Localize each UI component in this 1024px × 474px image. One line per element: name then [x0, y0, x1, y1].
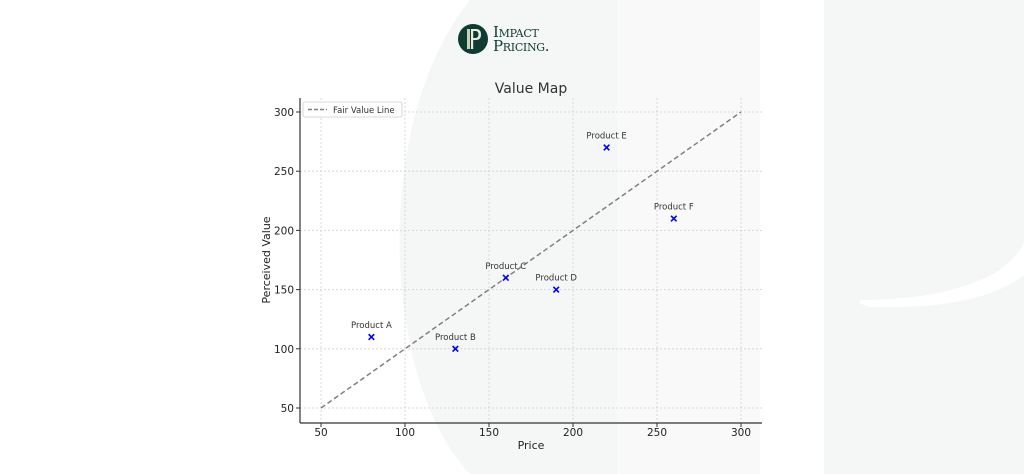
- point-label: Product D: [535, 274, 577, 284]
- legend-label: Fair Value Line: [333, 106, 395, 116]
- x-tick-label: 100: [395, 427, 415, 439]
- x-axis-label: Price: [518, 439, 545, 452]
- logo-line-1: Impact: [493, 23, 539, 41]
- watermark-i-stroke: [617, 0, 760, 474]
- y-axis-label: Perceived Value: [260, 216, 273, 303]
- data-point: Product B: [435, 333, 476, 353]
- x-tick-label: 50: [314, 427, 327, 439]
- x-axis-ticks: 50 100 150 200 250 300: [314, 423, 751, 439]
- logo-wordmark: Impact Pricing.: [493, 23, 550, 55]
- point-label: Product E: [586, 132, 626, 142]
- watermark-p-shape: [830, 6, 1024, 474]
- ip-monogram-icon: [458, 24, 488, 54]
- x-tick-label: 250: [647, 427, 667, 439]
- x-tick-label: 150: [479, 427, 499, 439]
- y-tick-label: 250: [274, 166, 294, 178]
- fair-value-line: [320, 111, 742, 409]
- x-marker-icon: [670, 215, 678, 222]
- y-axis-ticks: 50 100 150 200 250 300: [274, 107, 300, 415]
- x-marker-icon: [603, 144, 610, 151]
- x-marker-icon: [502, 274, 510, 282]
- data-point: Product D: [535, 274, 577, 293]
- x-tick-label: 300: [731, 427, 751, 439]
- y-tick-label: 100: [274, 344, 294, 356]
- watermark-p-bowl-gap: [859, 240, 1024, 308]
- x-marker-icon: [552, 286, 560, 293]
- x-marker-icon: [368, 333, 375, 341]
- y-tick-label: 200: [274, 225, 294, 237]
- point-label: Product C: [485, 262, 526, 272]
- point-label: Product F: [654, 203, 694, 213]
- data-point: Product A: [351, 321, 392, 341]
- legend: Fair Value Line: [302, 101, 403, 118]
- legend-box: [302, 101, 403, 118]
- point-label: Product B: [435, 333, 476, 343]
- point-label: Product A: [351, 321, 392, 331]
- data-point: Product C: [485, 262, 526, 282]
- impact-pricing-logo: Impact Pricing.: [458, 22, 550, 56]
- logo-line-2: Pricing.: [493, 37, 550, 55]
- data-point: Product F: [654, 203, 694, 222]
- x-marker-icon: [452, 345, 459, 353]
- data-point: Product E: [586, 132, 627, 151]
- x-tick-label: 200: [563, 427, 583, 439]
- y-tick-label: 150: [274, 285, 294, 297]
- chart-title: Value Map: [495, 81, 568, 97]
- data-points: Product A Product B Product C Product D Prod…: [351, 132, 694, 353]
- y-tick-label: 50: [281, 403, 294, 415]
- y-tick-label: 300: [274, 107, 294, 119]
